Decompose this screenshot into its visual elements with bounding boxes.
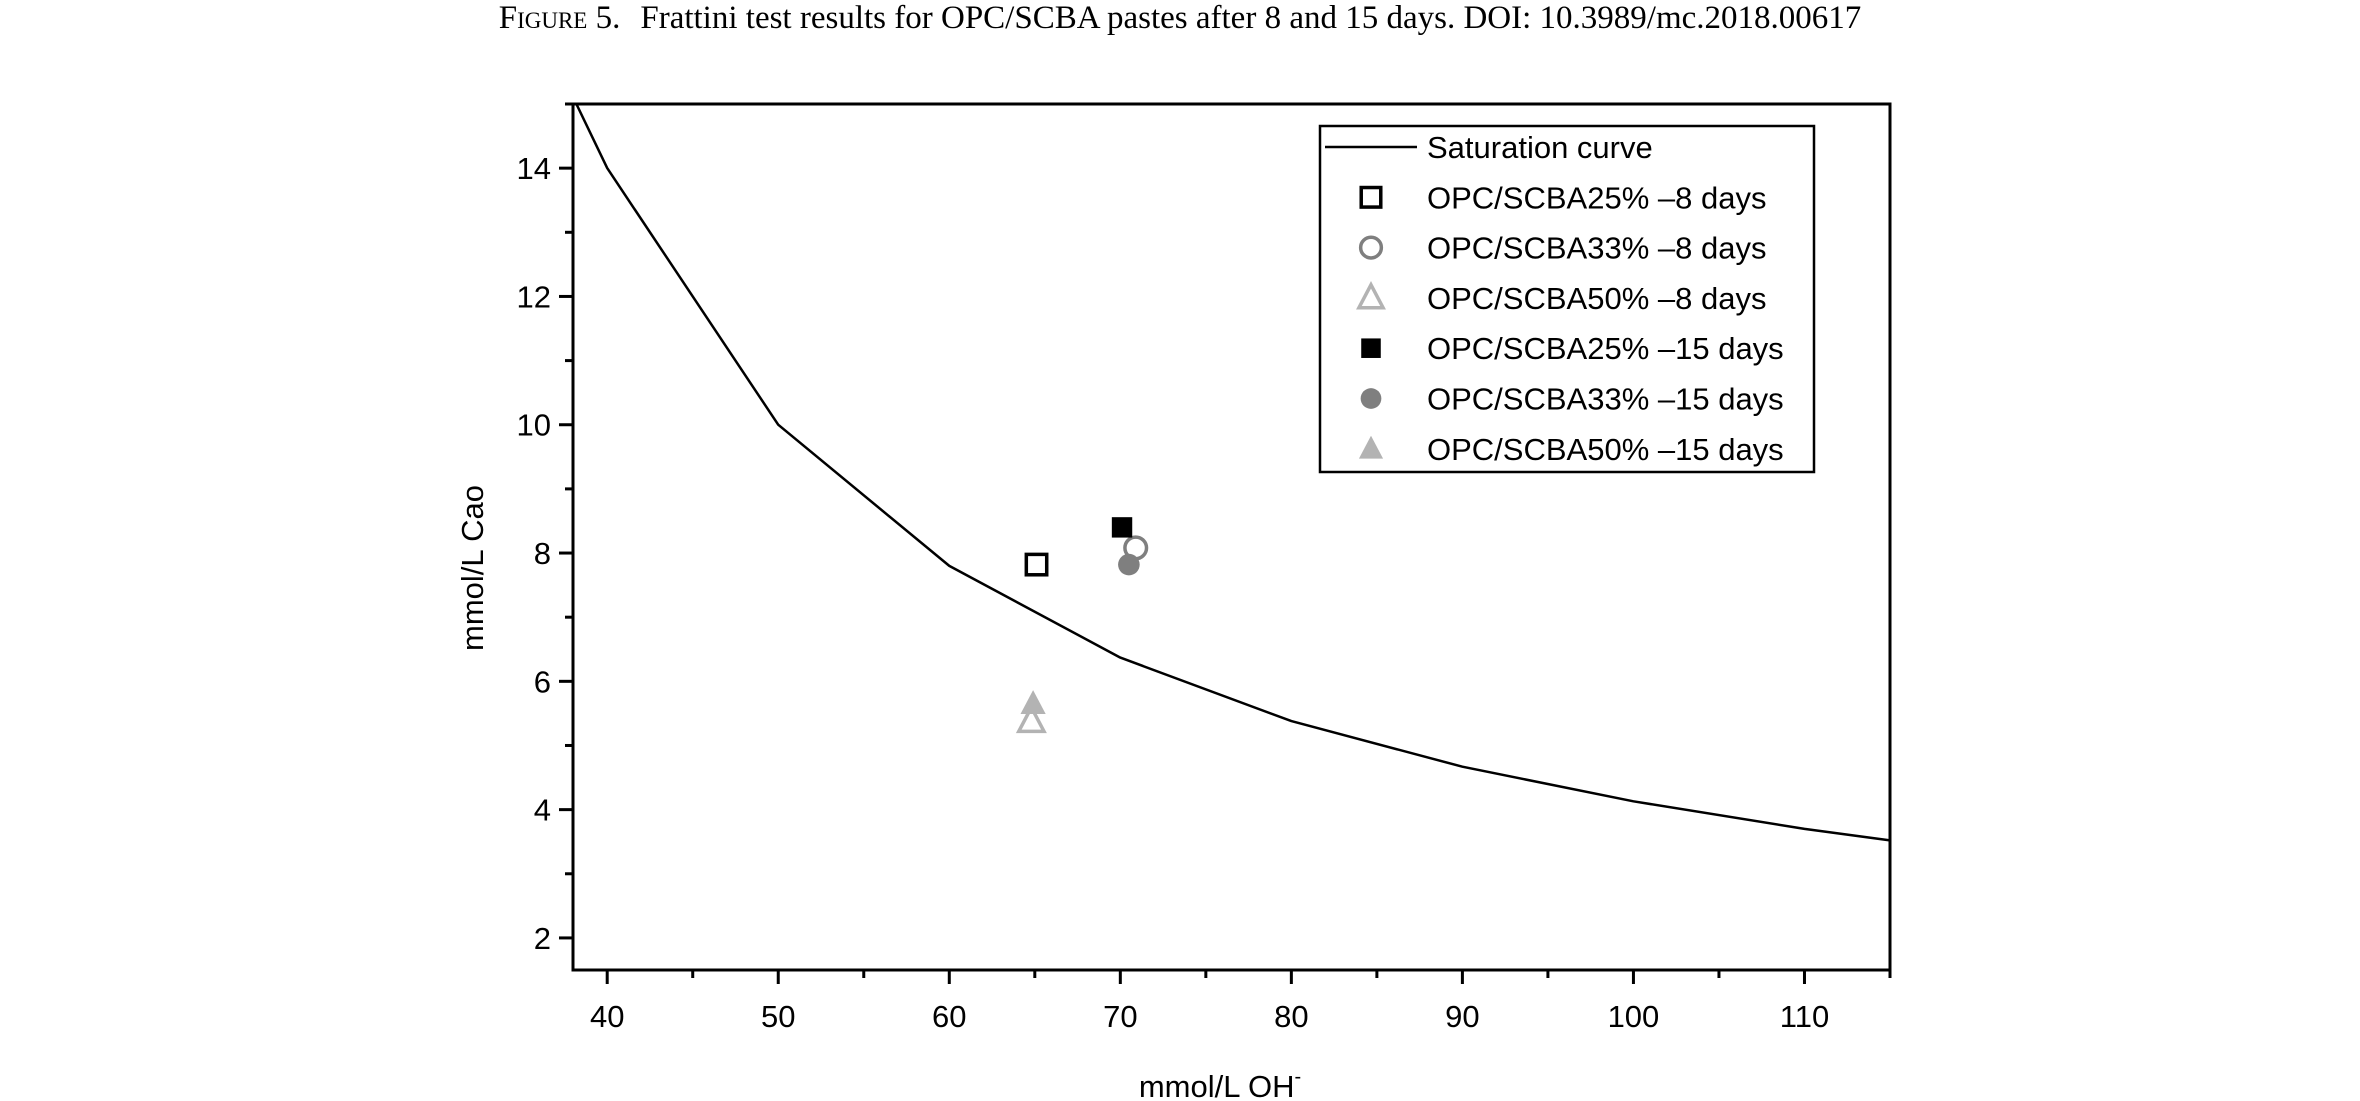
x-axis-title: mmol/L OH- <box>1139 1066 1301 1101</box>
legend-label: OPC/SCBA33% –15 days <box>1427 382 1784 417</box>
x-tick-label: 60 <box>932 999 966 1034</box>
axes: 40 50 60 70 80 90 100 110 2 4 6 8 10 12 14 <box>517 102 1892 1034</box>
figure-label: Figure 5. <box>498 0 621 36</box>
y-tick-label: 6 <box>534 664 551 699</box>
y-tick-label: 4 <box>534 793 551 828</box>
legend-label: OPC/SCBA25% –8 days <box>1427 180 1766 215</box>
data-point-triangle-filled <box>1020 690 1046 715</box>
figure-caption: Figure 5. Frattini test results for OPC/S… <box>0 0 2360 36</box>
x-tick-label: 40 <box>590 999 624 1034</box>
y-tick-label: 12 <box>517 279 551 314</box>
data-point-square-open <box>1024 552 1049 577</box>
legend-box <box>1318 124 1816 474</box>
plot-frame <box>571 102 1892 972</box>
x-axis-title-text: mmol/L OH <box>1139 1069 1295 1101</box>
data-point-triangle-open <box>1015 703 1047 734</box>
saturation-curve <box>575 103 1891 842</box>
x-tick-label: 50 <box>761 999 795 1034</box>
x-tick-label: 110 <box>1780 999 1829 1034</box>
data-point-square-filled <box>1111 517 1133 538</box>
legend-triangle-symbol <box>1358 435 1384 459</box>
y-tick-label: 8 <box>534 536 551 571</box>
legend-label: OPC/SCBA25% –15 days <box>1427 331 1784 366</box>
y-tick-label: 14 <box>517 151 551 186</box>
x-tick-label: 100 <box>1608 999 1660 1034</box>
legend-triangle-symbol <box>1356 281 1386 310</box>
figure-caption-text: Frattini test results for OPC/SCBA paste… <box>640 0 1862 36</box>
y-tick-label: 10 <box>517 408 551 443</box>
saturation-curve-layer <box>575 103 1891 842</box>
legend: Saturation curve OPC/SCBA25% –8 days OPC/S… <box>1318 124 1816 474</box>
data-point-circle-filled <box>1118 553 1140 576</box>
legend-label: OPC/SCBA33% –8 days <box>1427 231 1766 266</box>
legend-circle-symbol <box>1360 388 1382 409</box>
legend-label: OPC/SCBA50% –15 days <box>1427 432 1784 467</box>
legend-label: Saturation curve <box>1427 130 1653 165</box>
x-tick-label: 80 <box>1274 999 1308 1034</box>
x-axis-title-superscript: - <box>1294 1066 1301 1088</box>
legend-square-symbol <box>1359 185 1383 209</box>
legend-circle-symbol <box>1358 235 1384 260</box>
x-tick-label: 90 <box>1445 999 1479 1034</box>
legend-square-symbol <box>1361 338 1381 358</box>
y-axis-title: mmol/L Cao <box>455 485 490 651</box>
legend-label: OPC/SCBA50% –8 days <box>1427 281 1766 316</box>
data-points-layer <box>1015 517 1149 734</box>
x-tick-label: 70 <box>1103 999 1137 1034</box>
y-tick-label: 2 <box>534 921 551 956</box>
